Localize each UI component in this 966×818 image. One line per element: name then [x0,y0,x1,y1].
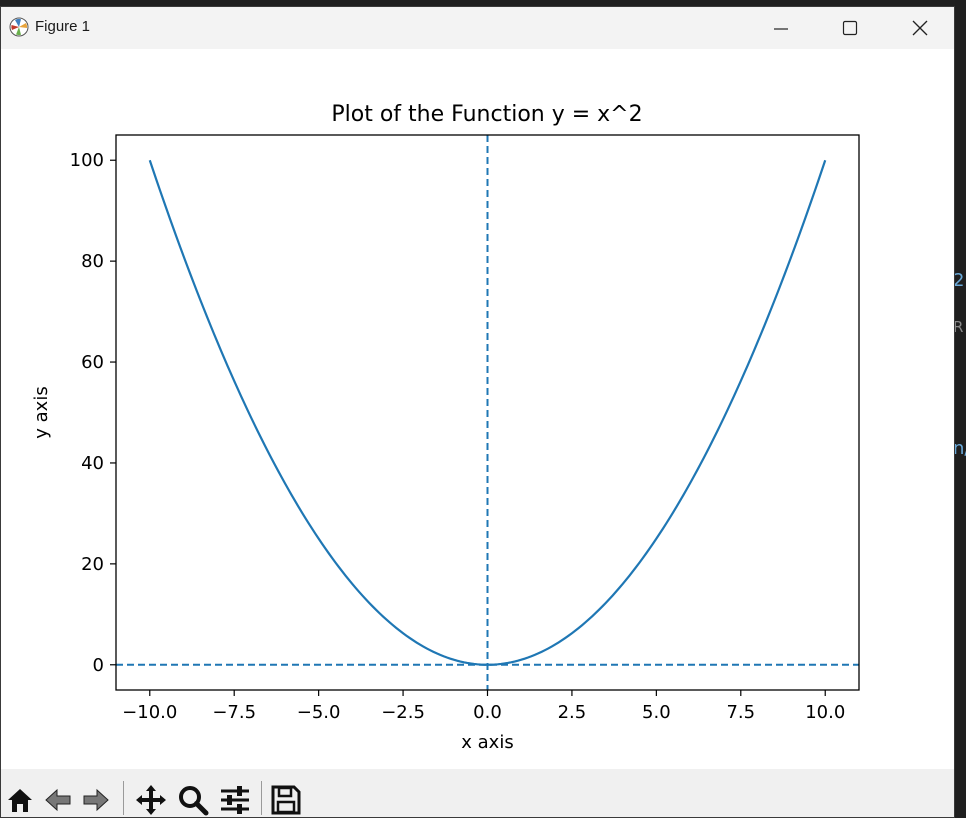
x-tick-label: 2.5 [558,702,587,723]
y-axis-ticks: 0 20 40 60 80 100 [70,150,116,676]
close-button[interactable] [886,7,954,49]
x-tick-label: −5.0 [297,702,341,723]
zoom-button[interactable] [176,783,210,817]
pan-button[interactable] [134,783,168,817]
line-chart: Plot of the Function y = x^2 −10.0 −7.5 −5… [31,102,860,753]
background-fragment: 2 [955,270,965,291]
configure-subplots-button[interactable] [218,783,252,817]
y-tick-label: 100 [70,150,104,171]
maximize-icon [842,20,858,36]
back-button[interactable] [41,783,75,817]
toolbar-separator [123,781,124,815]
configure-subplots-icon [221,786,249,814]
matplotlib-logo-icon [9,17,29,37]
x-tick-label: 7.5 [726,702,755,723]
navigation-toolbar [1,769,954,817]
plot-layer [116,135,859,690]
series-line-x-squared [148,159,827,666]
y-tick-label: 60 [81,352,104,373]
title-bar[interactable]: Figure 1 [1,7,954,49]
background-fragment: R [955,318,964,336]
window-title: Figure 1 [35,18,91,35]
forward-button[interactable] [79,783,113,817]
y-axis-label: y axis [31,386,52,438]
x-axis-label: x axis [461,732,513,753]
x-axis-ticks: −10.0 −7.5 −5.0 −2.5 0.0 2.5 5.0 7.5 10.0 [122,690,845,723]
toolbar-separator [261,781,262,815]
close-icon [912,20,928,36]
home-icon [8,789,32,812]
minimize-icon [774,28,788,30]
minimize-button[interactable] [747,7,815,49]
figure-window: Figure 1 Plot of the Function y = x^2 −1… [0,6,955,818]
y-tick-label: 0 [93,655,104,676]
zoom-icon [179,786,209,816]
y-tick-label: 40 [81,453,104,474]
maximize-button[interactable] [816,7,884,49]
y-tick-label: 80 [81,251,104,272]
pan-icon [136,785,166,815]
background-fragment: n/ [955,438,966,459]
x-tick-label: −10.0 [122,702,177,723]
forward-icon [83,788,109,812]
background-desktop: 2 R n/ [955,0,966,818]
save-icon [271,785,301,815]
x-tick-label: 0.0 [473,702,502,723]
x-tick-label: −7.5 [212,702,256,723]
x-tick-label: −2.5 [381,702,425,723]
chart-title: Plot of the Function y = x^2 [331,102,642,127]
x-tick-label: 10.0 [805,702,845,723]
y-tick-label: 20 [81,554,104,575]
home-button[interactable] [3,783,37,817]
x-tick-label: 5.0 [642,702,671,723]
figure-canvas[interactable]: Plot of the Function y = x^2 −10.0 −7.5 −5… [1,49,954,769]
save-button[interactable] [269,783,303,817]
back-icon [45,788,71,812]
